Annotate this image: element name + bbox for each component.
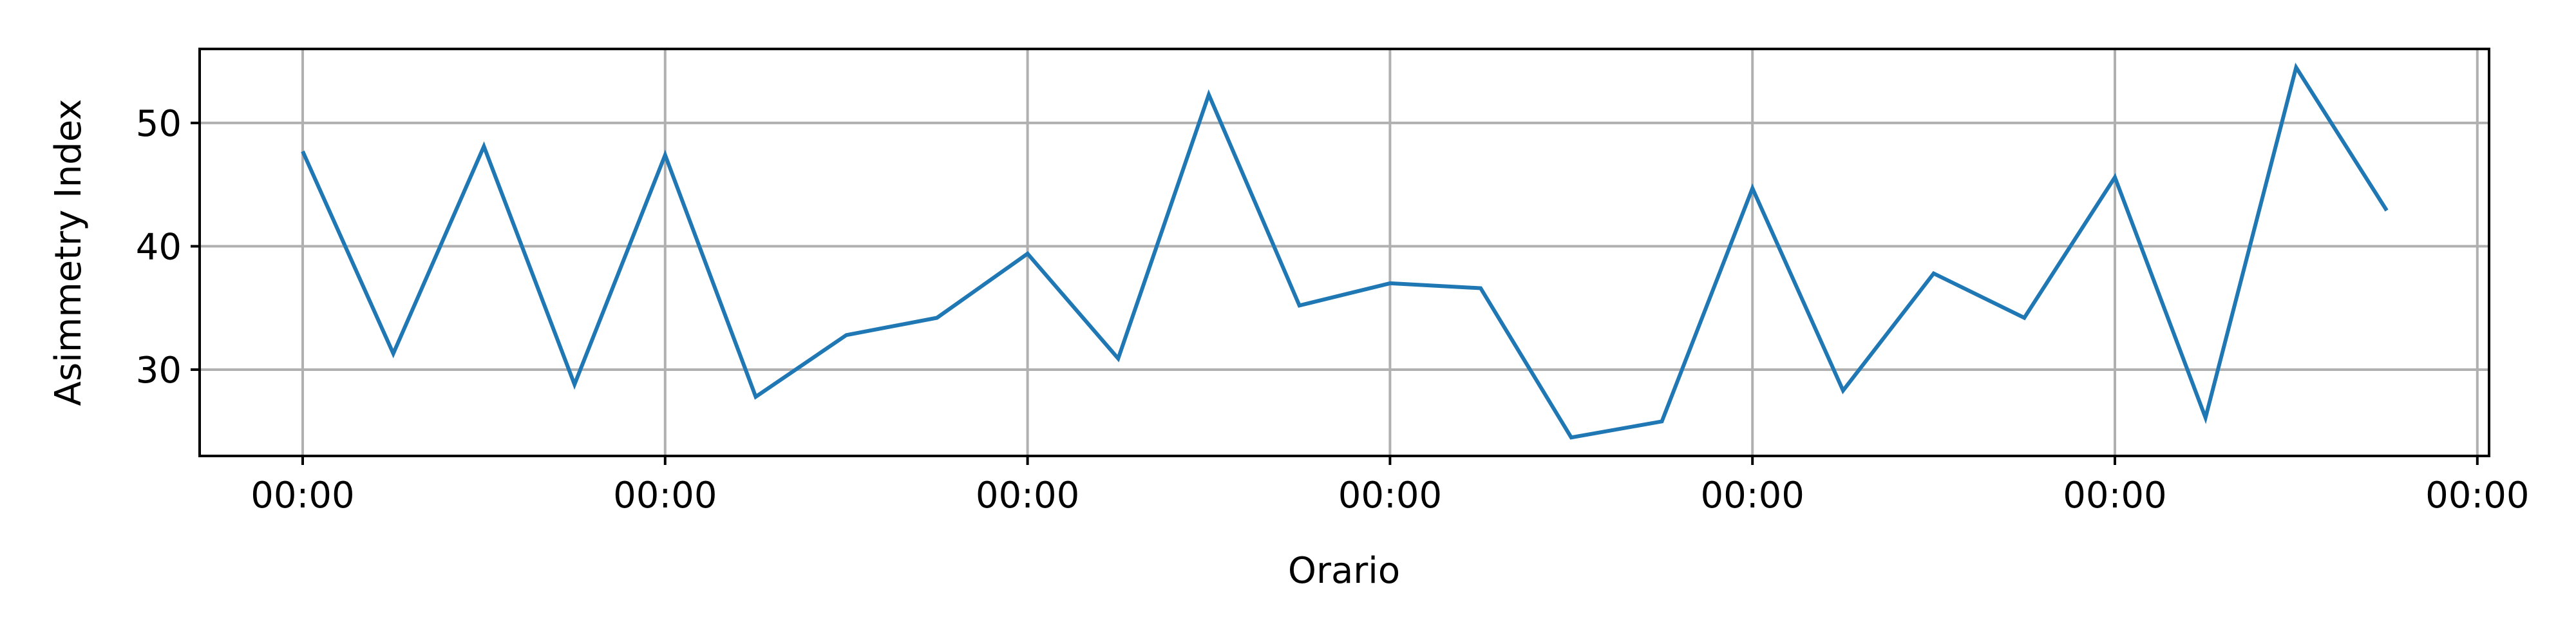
y-axis-ticks: 30 40 50 — [136, 103, 200, 392]
x-tick-label: 00:00 — [976, 475, 1079, 516]
plot-area-frame — [198, 48, 2490, 457]
y-tick-label: 30 — [136, 350, 182, 392]
series-group — [301, 62, 2389, 440]
x-axis-title: Orario — [1288, 550, 1400, 592]
y-axis-title: Asimmetry Index — [48, 99, 90, 406]
y-tick-label: 40 — [136, 226, 182, 268]
x-tick-label: 00:00 — [2425, 475, 2529, 516]
y-tick-label: 50 — [136, 103, 182, 145]
x-tick-label: 00:00 — [613, 475, 717, 516]
grid-lines — [200, 49, 2489, 456]
series-line — [301, 62, 2389, 440]
x-tick-label: 00:00 — [251, 475, 354, 516]
x-tick-label: 00:00 — [1338, 475, 1442, 516]
x-tick-label: 00:00 — [1701, 475, 1804, 516]
x-axis-ticks: 00:00 00:00 00:00 00:00 00:00 00:00 00:00 — [251, 456, 2529, 516]
x-tick-label: 00:00 — [2063, 475, 2166, 516]
